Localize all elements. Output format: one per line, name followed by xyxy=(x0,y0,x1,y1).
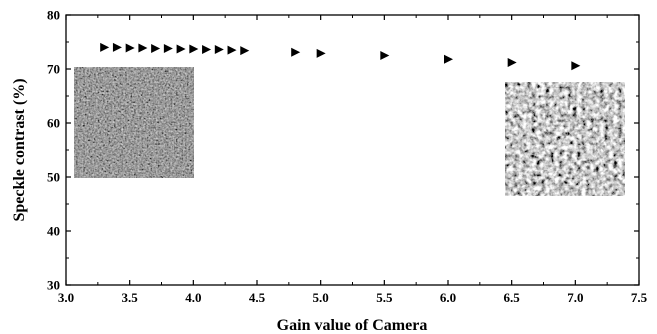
data-point-triangle xyxy=(508,58,517,67)
y-axis-title: Speckle contrast (%) xyxy=(11,78,28,221)
x-tick-label: 5.5 xyxy=(376,290,393,305)
inset-speckle-high-contrast xyxy=(505,82,625,196)
data-point-triangle xyxy=(444,55,453,64)
y-tick-label: 80 xyxy=(47,8,60,23)
x-tick-label: 6.0 xyxy=(440,290,456,305)
data-point-triangle xyxy=(228,46,237,55)
data-point-triangle xyxy=(240,46,249,55)
data-point-triangle xyxy=(571,61,580,70)
x-tick-label: 7.0 xyxy=(567,290,583,305)
data-point-triangle xyxy=(291,48,300,57)
data-point-triangle xyxy=(100,43,109,52)
x-tick-label: 3.0 xyxy=(58,290,74,305)
data-series xyxy=(100,43,580,70)
y-tick-label: 70 xyxy=(47,62,60,77)
data-point-triangle xyxy=(215,45,224,54)
inset-speckle-low-contrast xyxy=(74,67,194,178)
data-point-triangle xyxy=(113,43,122,52)
y-tick-label: 40 xyxy=(47,224,60,239)
data-point-triangle xyxy=(164,44,173,53)
x-tick-label: 5.0 xyxy=(313,290,329,305)
data-point-triangle xyxy=(202,45,211,54)
data-point-triangle xyxy=(177,45,186,54)
data-point-triangle xyxy=(151,44,160,53)
data-point-triangle xyxy=(189,45,198,54)
x-tick-label: 4.5 xyxy=(249,290,266,305)
data-point-triangle xyxy=(380,51,389,60)
data-point-triangle xyxy=(126,43,135,52)
y-tick-label: 60 xyxy=(47,116,60,131)
data-point-triangle xyxy=(317,49,326,58)
x-tick-label: 4.0 xyxy=(185,290,201,305)
y-tick-label: 50 xyxy=(47,170,60,185)
x-tick-label: 6.5 xyxy=(504,290,521,305)
y-tick-label: 30 xyxy=(47,278,60,293)
x-tick-label: 7.5 xyxy=(631,290,648,305)
data-point-triangle xyxy=(138,43,147,52)
x-tick-label: 3.5 xyxy=(122,290,139,305)
x-axis-title: Gain value of Camera xyxy=(277,317,428,334)
